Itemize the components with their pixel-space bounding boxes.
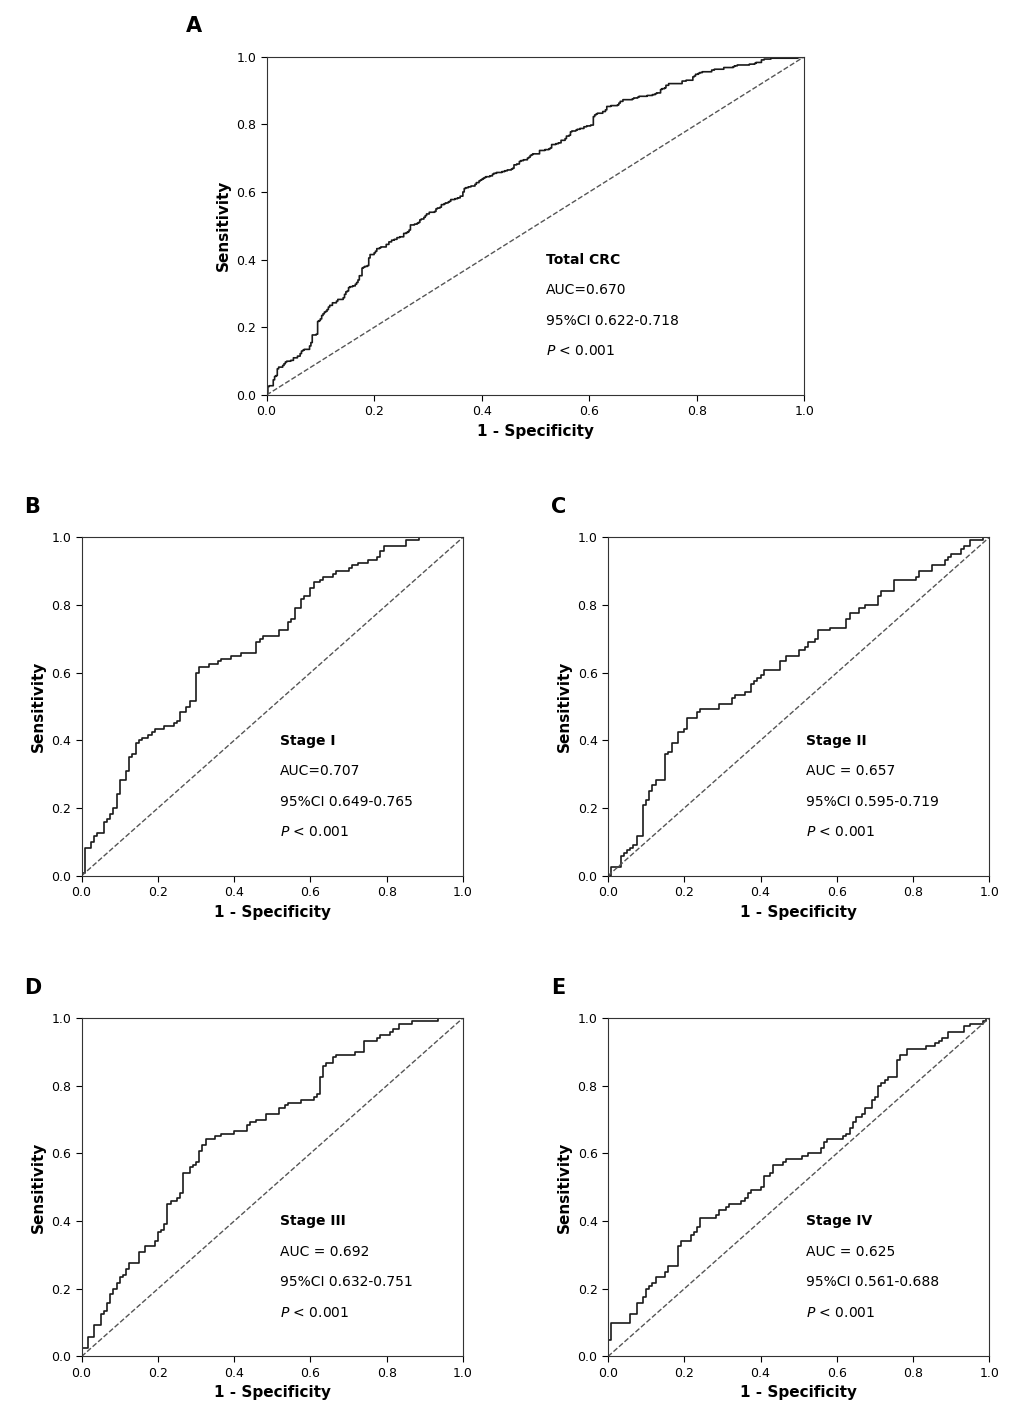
Text: 95%CI 0.622-0.718: 95%CI 0.622-0.718 xyxy=(546,314,679,328)
X-axis label: 1 - Specificity: 1 - Specificity xyxy=(740,904,856,920)
Text: B: B xyxy=(24,497,40,517)
X-axis label: 1 - Specificity: 1 - Specificity xyxy=(740,1386,856,1400)
Text: AUC=0.707: AUC=0.707 xyxy=(279,764,360,779)
Text: 95%CI 0.649-0.765: 95%CI 0.649-0.765 xyxy=(279,794,413,808)
Text: 95%CI 0.595-0.719: 95%CI 0.595-0.719 xyxy=(806,794,938,808)
Text: Stage III: Stage III xyxy=(279,1214,345,1228)
Text: Stage I: Stage I xyxy=(279,733,335,747)
X-axis label: 1 - Specificity: 1 - Specificity xyxy=(477,424,593,439)
Text: $\mathit{P}$ < 0.001: $\mathit{P}$ < 0.001 xyxy=(806,1306,874,1320)
Text: AUC = 0.657: AUC = 0.657 xyxy=(806,764,895,779)
Text: Total CRC: Total CRC xyxy=(546,253,620,267)
Text: D: D xyxy=(24,978,42,998)
Text: AUC = 0.692: AUC = 0.692 xyxy=(279,1245,369,1259)
Text: AUC=0.670: AUC=0.670 xyxy=(546,284,626,297)
Y-axis label: Sensitivity: Sensitivity xyxy=(31,661,46,752)
Y-axis label: Sensitivity: Sensitivity xyxy=(556,1142,572,1234)
Y-axis label: Sensitivity: Sensitivity xyxy=(215,179,230,271)
Text: A: A xyxy=(185,16,202,37)
Y-axis label: Sensitivity: Sensitivity xyxy=(556,661,572,752)
Text: $\mathit{P}$ < 0.001: $\mathit{P}$ < 0.001 xyxy=(279,825,348,839)
Text: Stage II: Stage II xyxy=(806,733,866,747)
Text: AUC = 0.625: AUC = 0.625 xyxy=(806,1245,895,1259)
X-axis label: 1 - Specificity: 1 - Specificity xyxy=(214,1386,330,1400)
Text: $\mathit{P}$ < 0.001: $\mathit{P}$ < 0.001 xyxy=(806,825,874,839)
Text: 95%CI 0.632-0.751: 95%CI 0.632-0.751 xyxy=(279,1276,413,1289)
Text: 95%CI 0.561-0.688: 95%CI 0.561-0.688 xyxy=(806,1276,938,1289)
Y-axis label: Sensitivity: Sensitivity xyxy=(31,1142,46,1234)
X-axis label: 1 - Specificity: 1 - Specificity xyxy=(214,904,330,920)
Text: Stage IV: Stage IV xyxy=(806,1214,871,1228)
Text: C: C xyxy=(550,497,566,517)
Text: E: E xyxy=(550,978,565,998)
Text: $\mathit{P}$ < 0.001: $\mathit{P}$ < 0.001 xyxy=(546,345,615,359)
Text: $\mathit{P}$ < 0.001: $\mathit{P}$ < 0.001 xyxy=(279,1306,348,1320)
